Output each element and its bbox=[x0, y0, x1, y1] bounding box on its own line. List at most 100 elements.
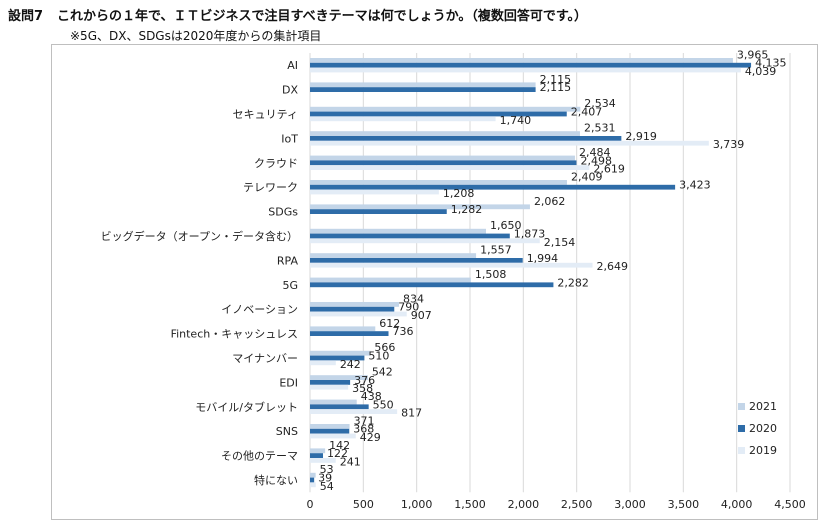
value-label-2021: 2,115 bbox=[540, 73, 572, 86]
value-label-2021: 3,965 bbox=[737, 48, 769, 61]
category-label: マイナンバー bbox=[232, 352, 298, 365]
x-tick-label: 2,000 bbox=[508, 498, 540, 511]
category-label: 5G bbox=[282, 279, 298, 292]
bar-2021 bbox=[310, 155, 575, 161]
category-label: DX bbox=[282, 84, 298, 97]
value-label-2021: 438 bbox=[361, 390, 382, 403]
bar-2019 bbox=[310, 409, 398, 414]
bar-2020 bbox=[310, 331, 389, 336]
bar-2021 bbox=[310, 375, 368, 380]
bar-2021 bbox=[310, 204, 530, 210]
bar-2021 bbox=[310, 302, 399, 307]
legend-label-2021: 2021 bbox=[749, 400, 777, 413]
bar-2020 bbox=[310, 404, 369, 410]
category-label: 特にない bbox=[254, 473, 298, 487]
value-label-2020: 1,282 bbox=[451, 203, 483, 216]
category-label: AI bbox=[287, 59, 298, 72]
legend-label-2020: 2020 bbox=[749, 422, 777, 435]
value-label-2020: 3,423 bbox=[679, 179, 711, 192]
legend-swatch-2019 bbox=[738, 447, 745, 454]
bar-2021 bbox=[310, 253, 477, 258]
x-tick-label: 2,500 bbox=[561, 498, 593, 511]
value-label-2019: 2,619 bbox=[593, 163, 625, 176]
value-label-2019: 1,740 bbox=[500, 114, 531, 127]
value-label-2021: 542 bbox=[372, 366, 393, 379]
bar-2019 bbox=[310, 458, 336, 463]
bar-2019 bbox=[310, 433, 356, 439]
value-label-2021: 2,409 bbox=[571, 170, 603, 183]
category-label: Fintech・キャッシュレス bbox=[171, 328, 298, 341]
category-label: EDI bbox=[279, 376, 298, 389]
x-tick-label: 4,500 bbox=[774, 498, 806, 511]
category-label: モバイル/タブレット bbox=[195, 400, 298, 414]
bar-2019 bbox=[310, 189, 439, 195]
category-label: ビッグデータ（オープン・データ含む） bbox=[101, 229, 298, 243]
category-label: イノベーション bbox=[221, 303, 298, 316]
x-tick-label: 4,000 bbox=[721, 498, 753, 511]
bar-2020 bbox=[310, 111, 567, 117]
value-label-2021: 1,508 bbox=[475, 268, 507, 281]
bar-2020 bbox=[310, 136, 622, 141]
value-label-2020: 2,282 bbox=[557, 276, 589, 289]
bar-2019 bbox=[310, 238, 540, 244]
value-label-2019: 429 bbox=[360, 431, 381, 444]
value-label-2021: 2,534 bbox=[584, 97, 616, 110]
category-label: セキュリティ bbox=[233, 108, 298, 121]
bar-2020 bbox=[310, 477, 315, 483]
bar-2019 bbox=[310, 311, 407, 317]
bar-2020 bbox=[310, 87, 536, 92]
value-label-2020: 2,407 bbox=[571, 106, 603, 119]
bar-2021 bbox=[310, 180, 567, 185]
bar-2020 bbox=[310, 160, 577, 166]
bar-2020 bbox=[310, 258, 523, 263]
category-label: クラウド bbox=[254, 157, 298, 170]
bar-2021 bbox=[310, 472, 316, 478]
value-label-2021: 371 bbox=[354, 414, 375, 427]
value-label-2020: 4,135 bbox=[755, 57, 787, 70]
bar-2020 bbox=[310, 453, 324, 458]
bar-2019 bbox=[310, 384, 349, 390]
bar-2021 bbox=[310, 82, 536, 88]
x-axis-tick-labels: 0 500 1,000 1,500 2,000 2,500 3,000 3,500 4,000 4… bbox=[307, 498, 806, 511]
bar-2020 bbox=[310, 428, 350, 434]
value-label-2021: 612 bbox=[379, 317, 400, 330]
x-tick-label: 3,500 bbox=[668, 498, 700, 511]
bar-2021 bbox=[310, 106, 581, 112]
value-label-2019: 3,739 bbox=[713, 138, 745, 151]
value-label-2020: 550 bbox=[373, 398, 394, 411]
bar-2021 bbox=[310, 448, 326, 454]
category-label: SDGs bbox=[268, 206, 298, 219]
bar-2021 bbox=[310, 58, 733, 63]
value-label-2021: 834 bbox=[403, 292, 424, 305]
value-label-2019: 4,039 bbox=[745, 65, 777, 78]
chart-area: 3,965 4,135 4,039 2,115 2,115 2,534 2,407 1,740… bbox=[51, 44, 818, 520]
legend: 2021 2020 2019 bbox=[738, 400, 777, 457]
value-label-2020: 2,498 bbox=[580, 154, 612, 167]
value-label-2021: 566 bbox=[374, 341, 395, 354]
category-label: その他のテーマ bbox=[221, 450, 298, 463]
bar-2021 bbox=[310, 228, 486, 234]
bar-2021 bbox=[310, 277, 471, 283]
bar-2020 bbox=[310, 62, 752, 68]
bar-2020 bbox=[310, 184, 676, 190]
question-number: 設問7 bbox=[8, 9, 44, 24]
value-label-2019: 2,649 bbox=[597, 260, 629, 273]
value-label-2020: 368 bbox=[353, 423, 374, 436]
value-label-2019: 1,208 bbox=[443, 187, 475, 200]
bar-2020 bbox=[310, 380, 351, 385]
value-label-2021: 1,557 bbox=[480, 244, 512, 257]
bar-2019 bbox=[310, 262, 593, 268]
question-title: 設問7 これからの１年で、ＩＴビジネスで注目すべきテーマは何でしょうか。（複数回答… bbox=[8, 5, 587, 24]
bar-2019 bbox=[310, 165, 590, 170]
bar-2019 bbox=[310, 482, 316, 488]
value-label-2019: 54 bbox=[320, 480, 334, 493]
legend-swatch-2020 bbox=[738, 425, 745, 432]
bar-2021 bbox=[310, 326, 376, 332]
category-label: IoT bbox=[281, 132, 298, 145]
value-label-2020: 2,919 bbox=[625, 130, 657, 143]
value-label-2020: 1,994 bbox=[527, 252, 559, 265]
question-text: これからの１年で、ＩＴビジネスで注目すべきテーマは何でしょうか。（複数回答可です… bbox=[57, 9, 588, 24]
value-label-2020: 736 bbox=[393, 325, 414, 338]
